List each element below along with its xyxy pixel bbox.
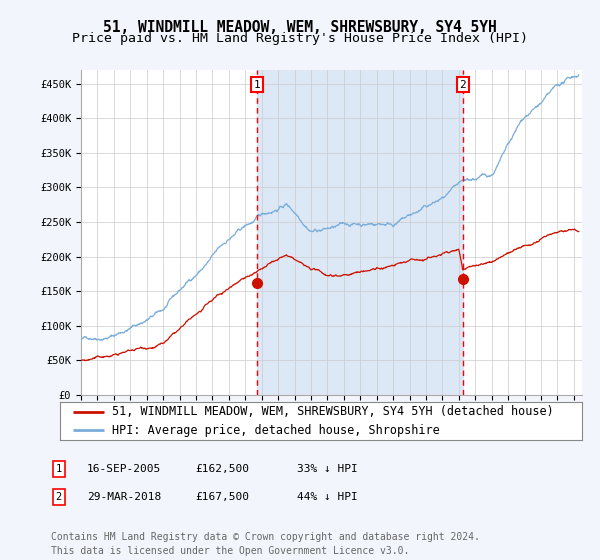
Text: 51, WINDMILL MEADOW, WEM, SHREWSBURY, SY4 5YH: 51, WINDMILL MEADOW, WEM, SHREWSBURY, SY… [103,20,497,35]
Bar [257,70,463,395]
Text: Price paid vs. HM Land Registry's House Price Index (HPI): Price paid vs. HM Land Registry's House … [72,32,528,45]
Text: £167,500: £167,500 [195,492,249,502]
Text: 1: 1 [56,464,62,474]
Text: 29-MAR-2018: 29-MAR-2018 [87,492,161,502]
Text: 33% ↓ HPI: 33% ↓ HPI [297,464,358,474]
Text: £162,500: £162,500 [195,464,249,474]
Text: HPI: Average price, detached house, Shropshire: HPI: Average price, detached house, Shro… [112,423,440,437]
Text: 2: 2 [56,492,62,502]
Text: 2: 2 [460,80,466,90]
Text: 16-SEP-2005: 16-SEP-2005 [87,464,161,474]
Text: 1: 1 [254,80,260,90]
Text: 51, WINDMILL MEADOW, WEM, SHREWSBURY, SY4 5YH (detached house): 51, WINDMILL MEADOW, WEM, SHREWSBURY, SY… [112,405,554,418]
Text: Contains HM Land Registry data © Crown copyright and database right 2024.
This d: Contains HM Land Registry data © Crown c… [51,533,480,556]
Text: 44% ↓ HPI: 44% ↓ HPI [297,492,358,502]
